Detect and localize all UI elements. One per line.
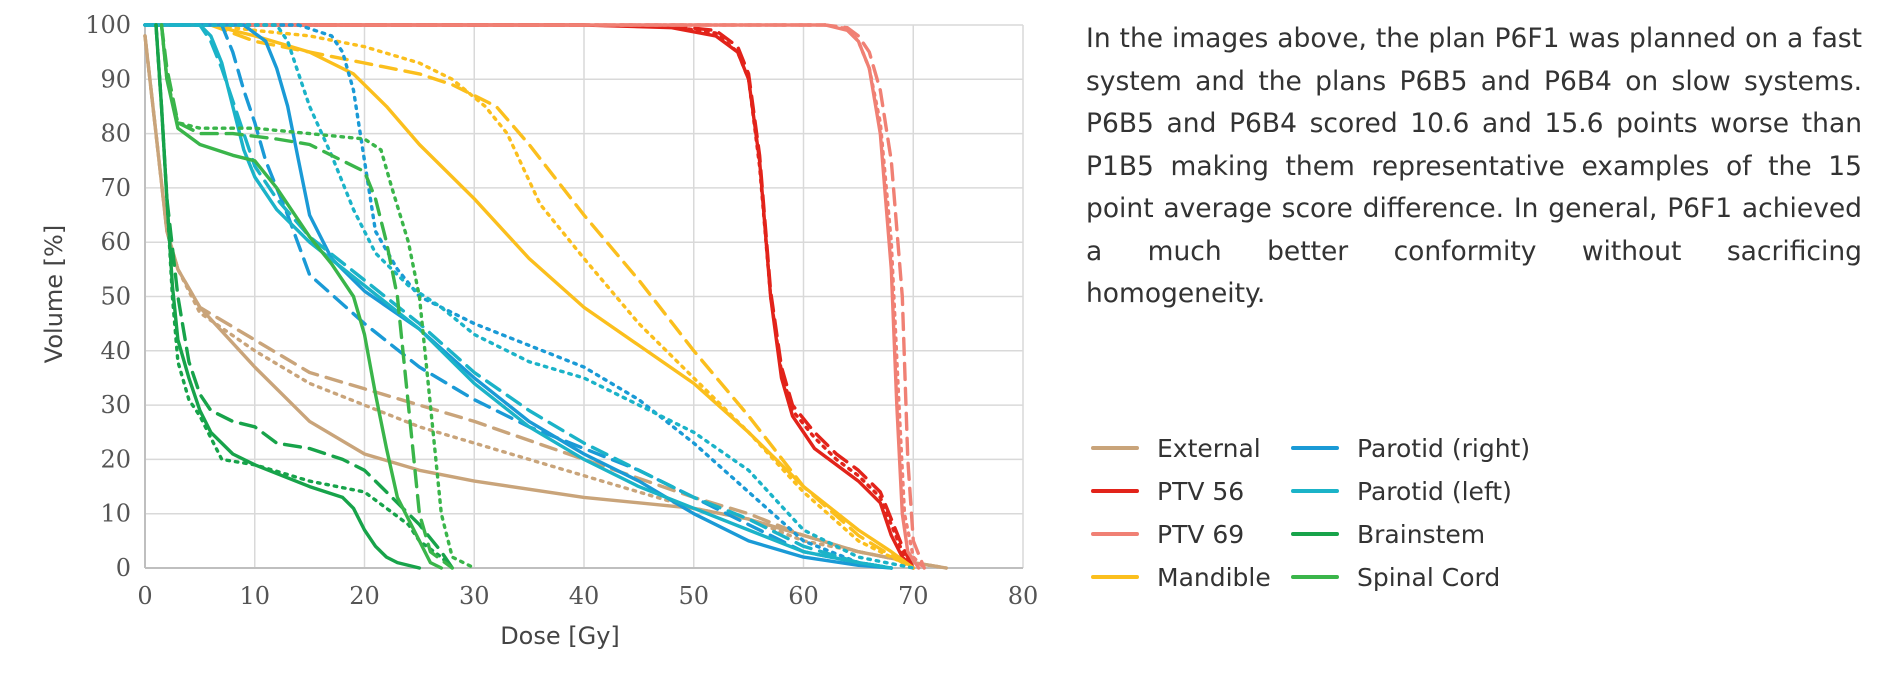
legend-label-parotid-right: Parotid (right) (1357, 434, 1530, 463)
y-tick-label: 40 (100, 337, 131, 365)
y-tick-label: 60 (100, 228, 131, 256)
x-tick-label: 20 (349, 582, 380, 610)
legend-label-spinal-cord: Spinal Cord (1357, 563, 1500, 592)
series-line-brainstem-dashed (154, 23, 454, 570)
x-tick-label: 60 (788, 582, 819, 610)
chart-tick-labels: 0 10 20 30 40 50 60 70 80 90 100 0 10 20 30 40 50 60 70 80 (85, 11, 1038, 610)
x-tick-label: 80 (1008, 582, 1039, 610)
series-line-ptv-56-dashed (143, 23, 915, 570)
y-axis-title: Volume [%] (40, 225, 68, 363)
legend-label-ptv-56: PTV 56 (1157, 477, 1244, 506)
series-line-ptv-56-dotted (143, 23, 915, 570)
series-line-spinal-cord-solid (159, 23, 443, 570)
y-tick-label: 70 (100, 174, 131, 202)
y-tick-label: 90 (100, 65, 131, 93)
series-line-mandible-dashed (209, 23, 915, 570)
chart-legend: External PTV 56 PTV 69 Mandible Parotid (rig… (1091, 434, 1530, 592)
y-tick-label: 80 (100, 120, 131, 148)
y-tick-label: 50 (100, 283, 131, 311)
x-tick-label: 0 (137, 582, 152, 610)
legend-label-parotid-left: Parotid (left) (1357, 477, 1512, 506)
legend-label-mandible: Mandible (1157, 563, 1271, 592)
y-tick-label: 0 (116, 554, 131, 582)
legend-label-brainstem: Brainstem (1357, 520, 1485, 549)
legend-label-ptv-69: PTV 69 (1157, 520, 1244, 549)
x-tick-label: 70 (898, 582, 929, 610)
series-line-external-solid (143, 34, 948, 570)
series-line-ptv-69-dashed (143, 23, 926, 570)
chart-series (143, 23, 948, 570)
x-tick-label: 30 (459, 582, 490, 610)
x-tick-label: 40 (569, 582, 600, 610)
legend-label-external: External (1157, 434, 1261, 463)
series-line-spinal-cord-dotted (159, 23, 476, 570)
chart-gridlines (145, 24, 1024, 568)
y-tick-label: 30 (100, 391, 131, 419)
series-line-ptv-69-dotted (143, 23, 926, 570)
x-tick-label: 50 (678, 582, 709, 610)
series-line-parotid-right-dashed (143, 23, 893, 570)
series-line-ptv-56-solid (143, 23, 915, 570)
series-line-parotid-left-dashed (143, 23, 893, 570)
caption-paragraph: In the images above, the plan P6F1 was p… (1086, 23, 1862, 309)
y-tick-label: 100 (85, 11, 131, 39)
series-line-external-dashed (143, 34, 948, 570)
x-tick-label: 10 (239, 582, 270, 610)
series-line-spinal-cord-dashed (159, 23, 454, 570)
y-tick-label: 20 (100, 445, 131, 473)
y-tick-label: 10 (100, 500, 131, 528)
series-line-external-dotted (143, 34, 948, 570)
series-line-parotid-left-dotted (143, 23, 915, 570)
series-line-mandible-solid (209, 23, 915, 570)
series-line-parotid-right-dotted (143, 23, 893, 570)
x-axis-title: Dose [Gy] (500, 622, 620, 650)
